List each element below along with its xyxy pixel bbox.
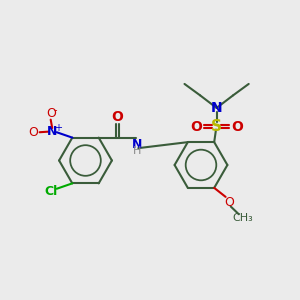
Text: H: H [133,146,142,156]
Text: Cl: Cl [44,185,57,198]
Text: O: O [111,110,123,124]
Text: O: O [28,126,38,139]
Text: CH₃: CH₃ [232,214,253,224]
Text: O: O [46,107,56,120]
Text: O: O [231,119,243,134]
Text: +: + [54,123,61,133]
Text: N: N [132,138,142,151]
Text: S: S [211,119,222,134]
Text: N: N [211,101,222,115]
Text: N: N [47,125,57,138]
Text: -: - [54,105,57,115]
Text: O: O [190,119,202,134]
Text: O: O [224,196,234,209]
